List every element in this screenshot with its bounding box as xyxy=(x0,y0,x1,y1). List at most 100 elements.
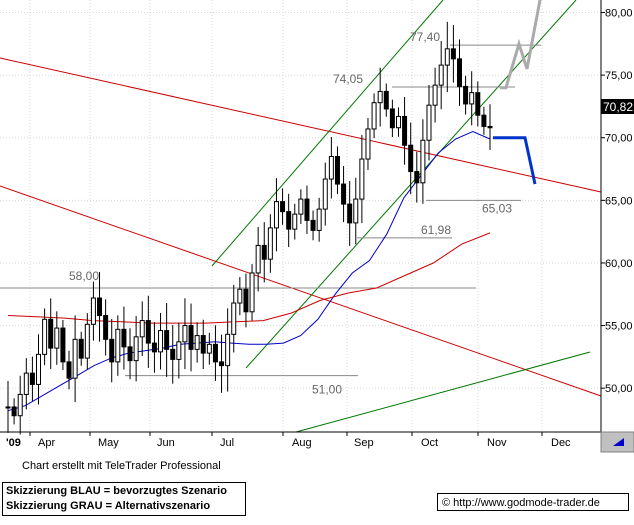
price-bar-body xyxy=(420,139,426,184)
price-bar-body xyxy=(298,198,304,215)
scenario-gray xyxy=(500,0,542,90)
price-bar-body xyxy=(66,361,72,379)
price-bar-body xyxy=(444,48,450,66)
y-axis: 50,00 55,00 60,00 65,00 70,00 75,00 80,00 xyxy=(601,8,633,395)
y-tick-label: 60,00 xyxy=(605,258,633,270)
price-bar-body xyxy=(487,125,493,129)
price-bar-body xyxy=(371,102,377,130)
price-bar-body xyxy=(365,128,371,160)
price-bar-body xyxy=(5,406,11,409)
price-chart: 77,40 74,05 65,03 61,98 58,00 51,00 50,00 55,0… xyxy=(0,0,634,453)
y-tick-label: 65,00 xyxy=(605,195,633,207)
price-bar-body xyxy=(310,219,316,231)
level-labels: 77,40 74,05 65,03 61,98 58,00 51,00 xyxy=(69,30,512,397)
price-bar-body xyxy=(225,333,231,367)
downtrend-lines xyxy=(0,57,602,397)
y-tick-label: 50,00 xyxy=(605,383,633,395)
price-bar-body xyxy=(109,338,115,363)
price-bar-body xyxy=(60,327,66,363)
price-bar-body xyxy=(383,90,389,110)
price-bar-body xyxy=(292,213,298,230)
price-bar-body xyxy=(158,330,164,353)
price-bar-body xyxy=(316,208,322,231)
price-bar-body xyxy=(322,178,328,210)
source-url[interactable]: http://www.godmode-trader.de xyxy=(453,497,600,509)
chart-credit: Chart erstellt mit TeleTrader Profession… xyxy=(22,460,221,472)
trend-channel-line xyxy=(295,351,591,433)
corner-button[interactable] xyxy=(600,431,634,453)
price-bar-body xyxy=(267,227,273,260)
x-tick-label: Dec xyxy=(551,437,571,449)
scenario-blue xyxy=(493,136,537,185)
price-bar-body xyxy=(11,406,17,417)
price-bar-body xyxy=(280,201,286,213)
downtrend-line xyxy=(0,57,602,193)
x-tick-label: Oct xyxy=(421,437,438,449)
x-tick-label: Aug xyxy=(292,437,312,449)
y-tick-label: 55,00 xyxy=(605,321,633,333)
price-bar-body xyxy=(426,104,432,141)
price-bar-body xyxy=(206,343,212,354)
trend-channel-line xyxy=(211,0,444,267)
x-tick-label: Sep xyxy=(354,437,374,449)
price-bar-body xyxy=(353,198,359,224)
price-bar-body xyxy=(261,244,267,260)
price-bar-body xyxy=(54,327,60,349)
price-bar-body xyxy=(255,244,261,274)
level-label: 58,00 xyxy=(69,269,99,283)
price-bar-body xyxy=(231,302,237,335)
x-tick-label: Jul xyxy=(220,437,234,449)
price-bar-body xyxy=(133,336,139,362)
legend-box: Skizzierung BLAU = bevorzugtes Szenario … xyxy=(2,482,246,516)
price-bar-body xyxy=(438,64,444,86)
price-bar-body xyxy=(347,203,353,224)
price-bar-body xyxy=(145,320,151,344)
price-bar-body xyxy=(481,114,487,127)
price-bar-body xyxy=(243,288,249,313)
price-bar-body xyxy=(176,341,182,360)
scenario-sketches xyxy=(493,0,542,185)
price-bar-body xyxy=(36,353,42,385)
price-bar-body xyxy=(359,158,365,200)
price-bar-body xyxy=(475,92,481,116)
price-bar-body xyxy=(139,320,145,338)
price-bar-body xyxy=(90,297,96,325)
x-tick-label: Jun xyxy=(157,437,175,449)
price-bar-body xyxy=(334,156,340,185)
price-bar-body xyxy=(103,315,109,340)
price-bar-body xyxy=(456,58,462,87)
price-bar-body xyxy=(450,48,456,60)
price-bar-body xyxy=(151,342,157,353)
y-tick-label: 75,00 xyxy=(605,70,633,82)
price-bar-body xyxy=(402,115,408,146)
price-bar-body xyxy=(97,297,103,317)
x-tick-label: '09 xyxy=(6,437,21,449)
up-arrow-icon xyxy=(613,438,624,446)
price-bar-body xyxy=(42,318,48,355)
price-bar-body xyxy=(127,346,133,362)
level-label: 65,03 xyxy=(482,201,512,215)
price-bar-body xyxy=(188,325,194,350)
price-bar-body xyxy=(395,115,401,129)
price-bar-body xyxy=(432,84,438,106)
price-bar-body xyxy=(115,328,121,363)
price-bar-body xyxy=(182,325,188,343)
price-bars xyxy=(5,21,493,435)
price-bar-body xyxy=(286,211,292,230)
y-tick-label: 70,00 xyxy=(605,133,633,145)
x-tick-label: Apr xyxy=(38,437,55,449)
price-bar-body xyxy=(48,318,54,349)
price-bar-body xyxy=(121,328,127,348)
price-bar-body xyxy=(219,361,225,367)
y-tick-label: 80,00 xyxy=(605,8,633,20)
x-axis: '09 Apr May Jun Jul Aug Sep Oct Nov Dec xyxy=(6,432,571,449)
price-bar-body xyxy=(408,144,414,173)
price-bar-body xyxy=(17,393,23,417)
last-price-tag: 70,82 xyxy=(601,99,634,114)
price-bar-body xyxy=(29,372,35,385)
source-url-box[interactable]: © http://www.godmode-trader.de xyxy=(437,493,629,511)
legend-gray: Skizzierung GRAU = Alternativszenario xyxy=(6,500,211,512)
price-bar-body xyxy=(200,335,206,354)
price-bar-body xyxy=(23,372,29,395)
price-bar-body xyxy=(78,338,84,359)
